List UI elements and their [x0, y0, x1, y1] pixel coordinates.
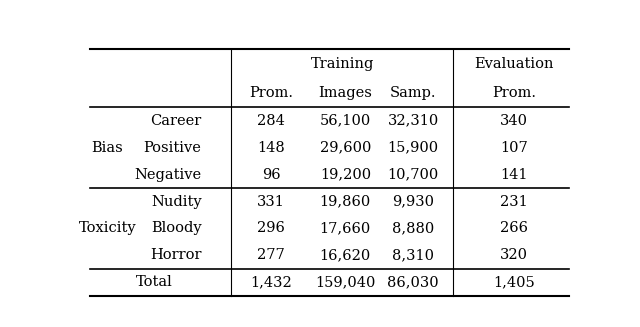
Text: Training: Training [310, 57, 374, 71]
Text: Prom.: Prom. [249, 86, 293, 100]
Text: Toxicity: Toxicity [79, 221, 136, 235]
Text: 148: 148 [257, 141, 285, 155]
Text: Bloody: Bloody [151, 221, 202, 235]
Text: Horror: Horror [150, 249, 202, 262]
Text: 17,660: 17,660 [320, 221, 371, 235]
Text: 32,310: 32,310 [388, 114, 439, 128]
Text: Positive: Positive [143, 141, 202, 155]
Text: 29,600: 29,600 [319, 141, 371, 155]
Text: 266: 266 [500, 221, 528, 235]
Text: 320: 320 [500, 249, 528, 262]
Text: Total: Total [136, 275, 173, 289]
Text: 8,310: 8,310 [392, 249, 435, 262]
Text: Evaluation: Evaluation [474, 57, 554, 71]
Text: 19,860: 19,860 [320, 195, 371, 209]
Text: 96: 96 [262, 167, 280, 181]
Text: 159,040: 159,040 [315, 275, 376, 289]
Text: 141: 141 [500, 167, 528, 181]
Text: 19,200: 19,200 [320, 167, 371, 181]
Text: Bias: Bias [92, 141, 123, 155]
Text: Prom.: Prom. [492, 86, 536, 100]
Text: 86,030: 86,030 [387, 275, 439, 289]
Text: 15,900: 15,900 [388, 141, 439, 155]
Text: 8,880: 8,880 [392, 221, 435, 235]
Text: 231: 231 [500, 195, 528, 209]
Text: 9,930: 9,930 [392, 195, 435, 209]
Text: 331: 331 [257, 195, 285, 209]
Text: 1,405: 1,405 [493, 275, 535, 289]
Text: Career: Career [150, 114, 202, 128]
Text: Samp.: Samp. [390, 86, 436, 100]
Text: 56,100: 56,100 [320, 114, 371, 128]
Text: 107: 107 [500, 141, 528, 155]
Text: 277: 277 [257, 249, 285, 262]
Text: Nudity: Nudity [151, 195, 202, 209]
Text: 284: 284 [257, 114, 285, 128]
Text: Images: Images [319, 86, 372, 100]
Text: 296: 296 [257, 221, 285, 235]
Text: 340: 340 [500, 114, 528, 128]
Text: 10,700: 10,700 [388, 167, 439, 181]
Text: Negative: Negative [134, 167, 202, 181]
Text: 1,432: 1,432 [250, 275, 292, 289]
Text: 16,620: 16,620 [320, 249, 371, 262]
